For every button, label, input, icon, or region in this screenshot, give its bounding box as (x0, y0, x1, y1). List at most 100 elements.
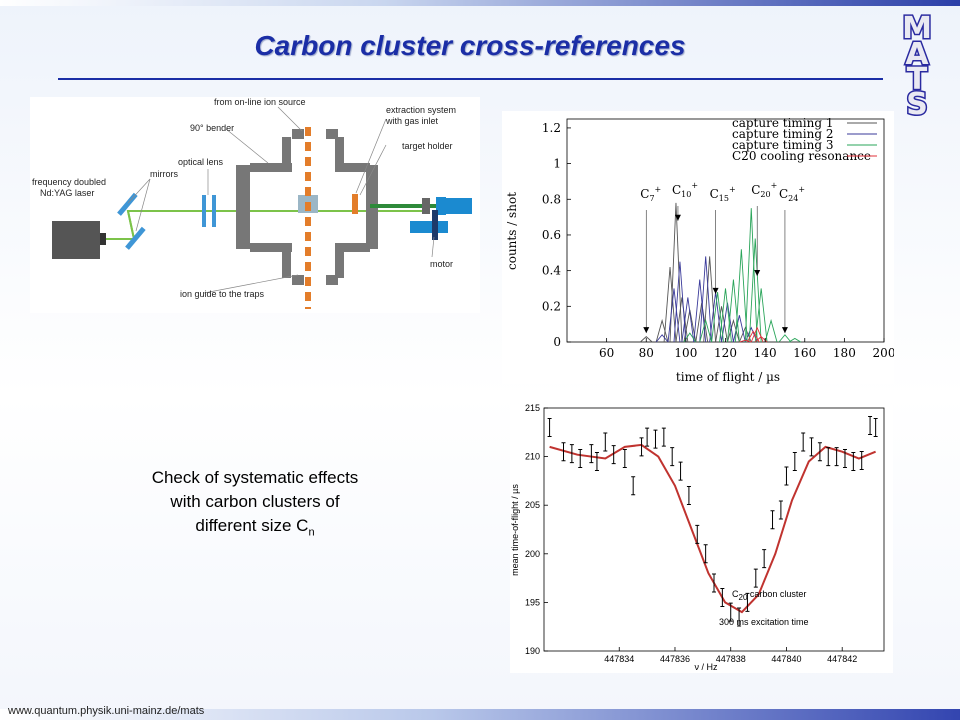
optical-lens-2 (212, 195, 216, 227)
legend-entry-label: C20 cooling resonance (732, 149, 871, 163)
label-ion-guide: ion guide to the traps (180, 289, 265, 299)
spectrum-peak (727, 279, 740, 343)
annotation-label: C15+ (710, 185, 736, 203)
y-tick-label: 0.2 (542, 299, 561, 313)
spectrum-peak (693, 279, 707, 343)
data-point (745, 592, 750, 612)
spectrum-ylabel: counts / shot (505, 192, 519, 270)
data-point (859, 450, 864, 470)
legend-entry-label: capture timing 3 (732, 138, 834, 152)
annotation-label: C24+ (779, 185, 805, 203)
data-point (678, 461, 683, 481)
laser-nozzle (100, 233, 106, 245)
data-point (578, 449, 583, 469)
data-point (753, 568, 758, 588)
resonance-points (547, 415, 878, 627)
data-point (842, 449, 847, 469)
footer-url: www.quantum.physik.uni-mainz.de/mats (8, 705, 205, 717)
spectrum-peak (655, 318, 669, 343)
label-extraction-2: with gas inlet (385, 116, 439, 126)
spectrum-peak (715, 306, 728, 343)
data-point (720, 588, 725, 608)
data-point (639, 437, 644, 457)
slide-title: Carbon cluster cross-references (254, 30, 686, 61)
x-tick-label: 447838 (716, 654, 746, 664)
spectrum-peak (655, 334, 669, 343)
data-point (770, 510, 775, 530)
spectrum-peak (744, 208, 758, 343)
label-optical-lens: optical lens (178, 157, 224, 167)
data-point (561, 442, 566, 462)
data-point (778, 500, 783, 520)
motor-drive (446, 198, 472, 214)
data-point (703, 544, 708, 564)
y-tick-label: 0.8 (542, 192, 561, 206)
logo-letter-s: S (906, 87, 928, 118)
logo-letter-t: T (907, 62, 928, 97)
data-point (603, 432, 608, 452)
title-underline (58, 78, 883, 80)
resonance-xlabel: ν / Hz (694, 662, 718, 672)
data-point (594, 451, 599, 471)
spectrum-peak (734, 249, 748, 343)
data-point (653, 429, 658, 449)
label-motor: motor (430, 259, 453, 269)
spectrum-peak (669, 202, 683, 343)
spectrum-peak (663, 267, 677, 343)
x-tick-label: 160 (793, 346, 816, 360)
annotation-arrow (781, 327, 788, 334)
y-tick-label: 1.2 (542, 121, 561, 135)
spectrum-peak (754, 288, 768, 343)
motor-box (410, 221, 448, 233)
spectrum-peak (739, 339, 752, 343)
x-tick-label: 447842 (827, 654, 857, 664)
annotation-label: C20+ (751, 181, 777, 199)
resonance-ylabel: mean time-of-flight / µs (510, 484, 520, 576)
x-tick-label: 80 (639, 346, 654, 360)
y-tick-label: 1 (553, 157, 561, 171)
data-point (622, 449, 627, 469)
data-point (547, 417, 552, 437)
laser-box (52, 221, 100, 259)
data-point (784, 466, 789, 486)
resonance-annotation-1: C20 carbon cluster (732, 589, 806, 602)
annotation-arrow (712, 287, 719, 294)
legend-entry-label: capture timing 1 (732, 116, 834, 130)
spectrum-peak (727, 318, 740, 343)
annotation-arrow (643, 327, 650, 334)
mirror-2 (125, 226, 146, 250)
y-tick-label: 200 (525, 549, 540, 559)
bender-chamber (236, 129, 304, 285)
label-target: target holder (402, 141, 453, 151)
data-point (728, 602, 733, 622)
data-point (645, 427, 650, 447)
data-point (611, 445, 616, 465)
annotation-label: C10+ (672, 181, 698, 199)
data-point (737, 607, 742, 627)
data-point (712, 573, 716, 593)
spectrum-xlabel: time of flight / µs (676, 370, 780, 384)
spectrum-peak (681, 297, 695, 343)
x-tick-label: 140 (754, 346, 777, 360)
x-tick-label: 180 (833, 346, 856, 360)
spectrum-ticks: 60 80 100 120 140 160 180 200 0 0.2 0.4 0.6 0.8 1 1.2 (542, 121, 894, 360)
caption-subscript: n (308, 526, 315, 539)
resonance-ticks: 447834 447836 447838 447840 447842 190 195 200 2… (525, 404, 857, 664)
spectrum-peak (788, 337, 802, 343)
spectrum-series (640, 202, 802, 343)
spectrum-peak (667, 288, 681, 343)
caption-line-3: different size C (195, 516, 309, 535)
y-tick-label: 210 (525, 452, 540, 462)
x-tick-label: 120 (714, 346, 737, 360)
spectrum-peak (746, 330, 760, 343)
tof-spectrum-chart: 60 80 100 120 140 160 180 20000.20.40.60.811.2 … (502, 111, 894, 384)
x-tick-label: 60 (599, 346, 614, 360)
data-point (851, 451, 856, 471)
data-point (695, 524, 700, 544)
spectrum-peak (764, 318, 778, 343)
label-bender: 90° bender (190, 123, 234, 133)
label-laser-1: frequency doubled (32, 177, 106, 187)
resonance-annotation-2: 300 ms excitation time (719, 617, 809, 627)
data-point (631, 476, 636, 496)
